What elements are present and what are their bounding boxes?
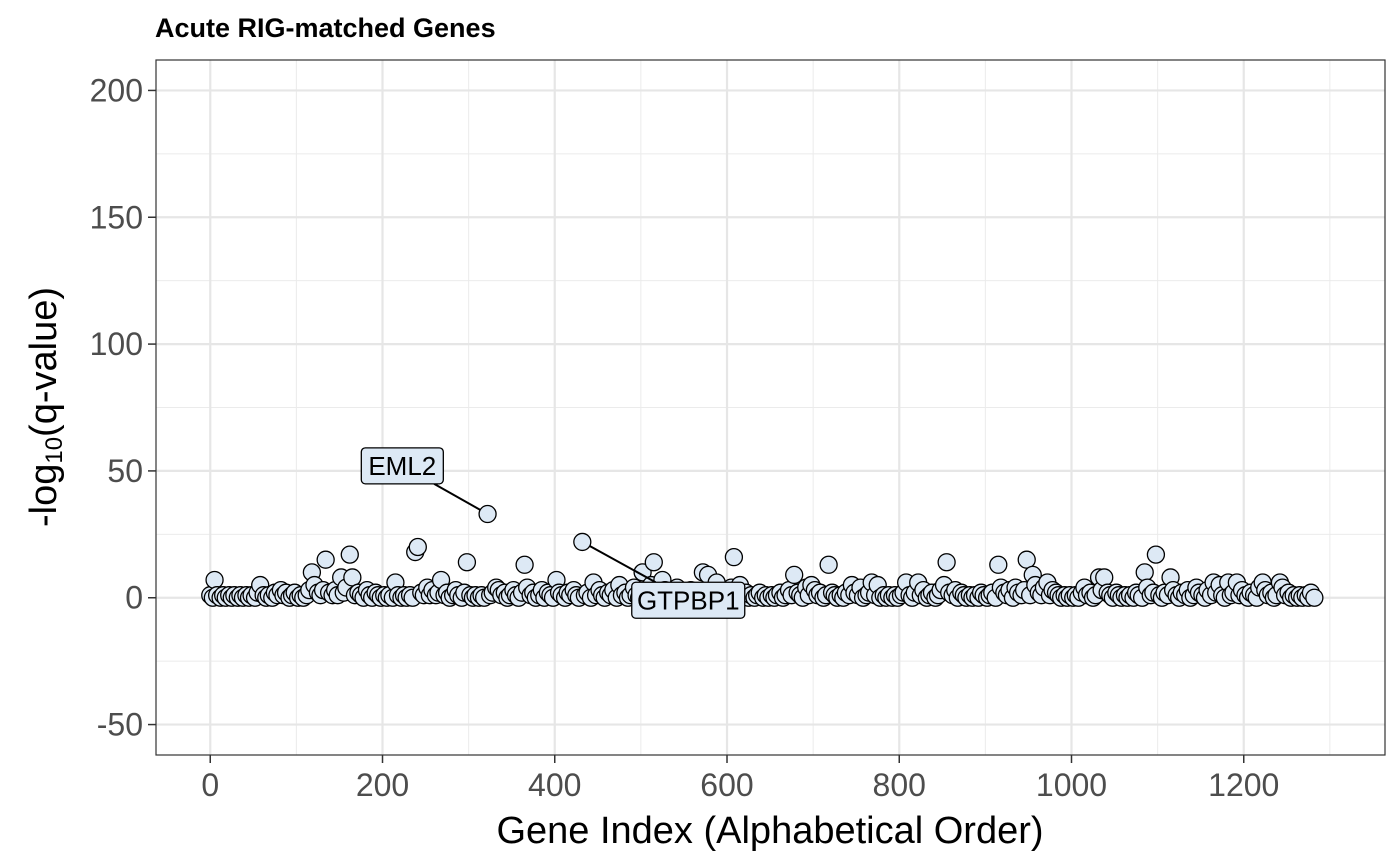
gene-label-box [360, 447, 444, 485]
x-tick-label: 1000 [1036, 767, 1107, 803]
plot-panel-border [155, 59, 1386, 756]
grid-lines [156, 60, 1385, 755]
data-point [1146, 545, 1166, 564]
x-tick-label: 400 [528, 767, 581, 803]
data-point [343, 568, 362, 587]
y-tick-label: 150 [90, 199, 143, 235]
y-tick-label: 50 [107, 453, 143, 489]
data-point [1095, 568, 1114, 587]
data-point [515, 555, 534, 574]
label-connector [433, 482, 481, 511]
data-point [644, 553, 663, 572]
label-connector [589, 545, 657, 584]
y-tick-label: 200 [90, 72, 143, 108]
y-tick-label: 0 [125, 580, 143, 616]
data-point [408, 537, 427, 557]
chart-title: Acute RIG-matched Genes [155, 13, 496, 43]
y-axis-title-suffix: (q-value) [23, 287, 65, 437]
x-tick-label: 200 [356, 767, 409, 803]
data-point [785, 565, 804, 585]
y-tick-label: -50 [97, 707, 143, 743]
axis-ticks: 0 200 400 600 800 1000 1200 -50 0 50 100 150 200 [90, 72, 1280, 803]
x-tick-label: 800 [873, 767, 926, 803]
x-axis-title: Gene Index (Alphabetical Order) [496, 810, 1043, 852]
y-axis-title-prefix: -log [23, 464, 65, 527]
gene-label: GTPBP1 [637, 585, 740, 615]
data-points [201, 504, 1324, 607]
y-axis-title: -log10(q-value) [23, 287, 68, 527]
x-tick-label: 1200 [1208, 767, 1279, 803]
gene-label: EML2 [368, 451, 436, 481]
data-point [340, 545, 359, 564]
data-point [1135, 563, 1154, 582]
data-point [205, 570, 224, 590]
data-point [724, 548, 744, 567]
x-tick-label: 0 [201, 767, 219, 803]
data-point [1017, 550, 1036, 569]
x-tick-label: 600 [700, 767, 753, 803]
y-tick-label: 100 [90, 326, 143, 362]
data-point [478, 504, 497, 524]
data-point [819, 555, 838, 574]
data-point [989, 555, 1008, 574]
data-point [573, 532, 592, 552]
gene-annotations: EML2 GTPBP1 [360, 447, 746, 619]
data-point [937, 553, 956, 572]
data-point [457, 553, 477, 572]
data-point [1305, 588, 1324, 607]
y-axis-title-subscript: 10 [41, 437, 68, 464]
data-point [316, 550, 335, 569]
gene-label-box [631, 581, 746, 619]
